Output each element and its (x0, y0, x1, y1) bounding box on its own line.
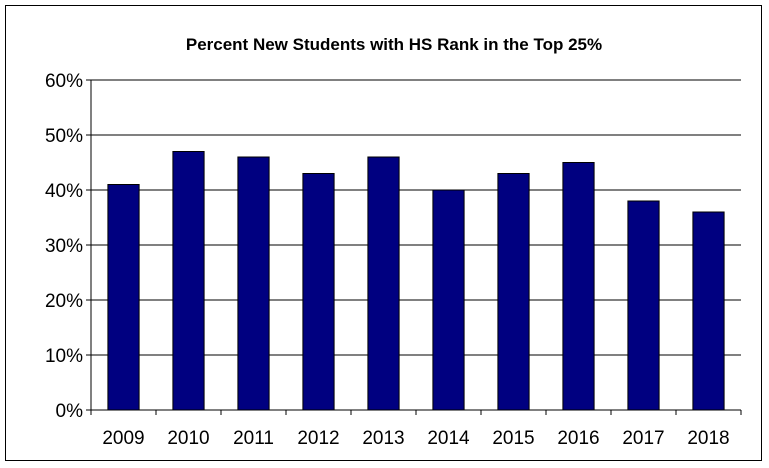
x-tick-label: 2009 (102, 428, 144, 449)
y-tick-label: 50% (45, 126, 83, 147)
y-tick-labels: 0% 10% 20% 30% 40% 50% 60% (45, 71, 83, 422)
x-tick-label: 2016 (557, 428, 599, 449)
y-tick-label: 0% (56, 401, 84, 422)
x-tick-label: 2014 (427, 428, 470, 449)
x-tick-label: 2015 (492, 428, 534, 449)
y-tick-label: 10% (45, 346, 83, 367)
x-tick-label: 2010 (167, 428, 209, 449)
y-tick-label: 20% (45, 291, 83, 312)
x-tick-label: 2013 (362, 428, 404, 449)
x-tick-label: 2011 (233, 428, 274, 449)
bar-2014 (432, 189, 465, 411)
x-tick-label: 2017 (622, 428, 664, 449)
bar-2016 (562, 162, 595, 411)
bar-2010 (172, 151, 205, 411)
y-tick-label: 40% (45, 181, 83, 202)
bar-2011 (237, 156, 270, 411)
chart-title: Percent New Students with HS Rank in the… (186, 35, 602, 54)
bar-2015 (497, 173, 530, 411)
bar-2017 (627, 200, 660, 411)
y-tick-label: 60% (45, 71, 83, 92)
x-tick-label: 2018 (687, 428, 729, 449)
axes (90, 80, 741, 411)
bar-2012 (302, 173, 335, 411)
x-tick-labels: 2009 2010 2011 2012 2013 2014 2015 2016 2017 2018 (102, 428, 729, 449)
bar-2009 (107, 184, 140, 411)
y-tick-label: 30% (45, 236, 83, 257)
bars (107, 151, 725, 411)
bar-2018 (692, 211, 725, 411)
x-tick-label: 2012 (297, 428, 339, 449)
bar-2013 (367, 156, 400, 411)
